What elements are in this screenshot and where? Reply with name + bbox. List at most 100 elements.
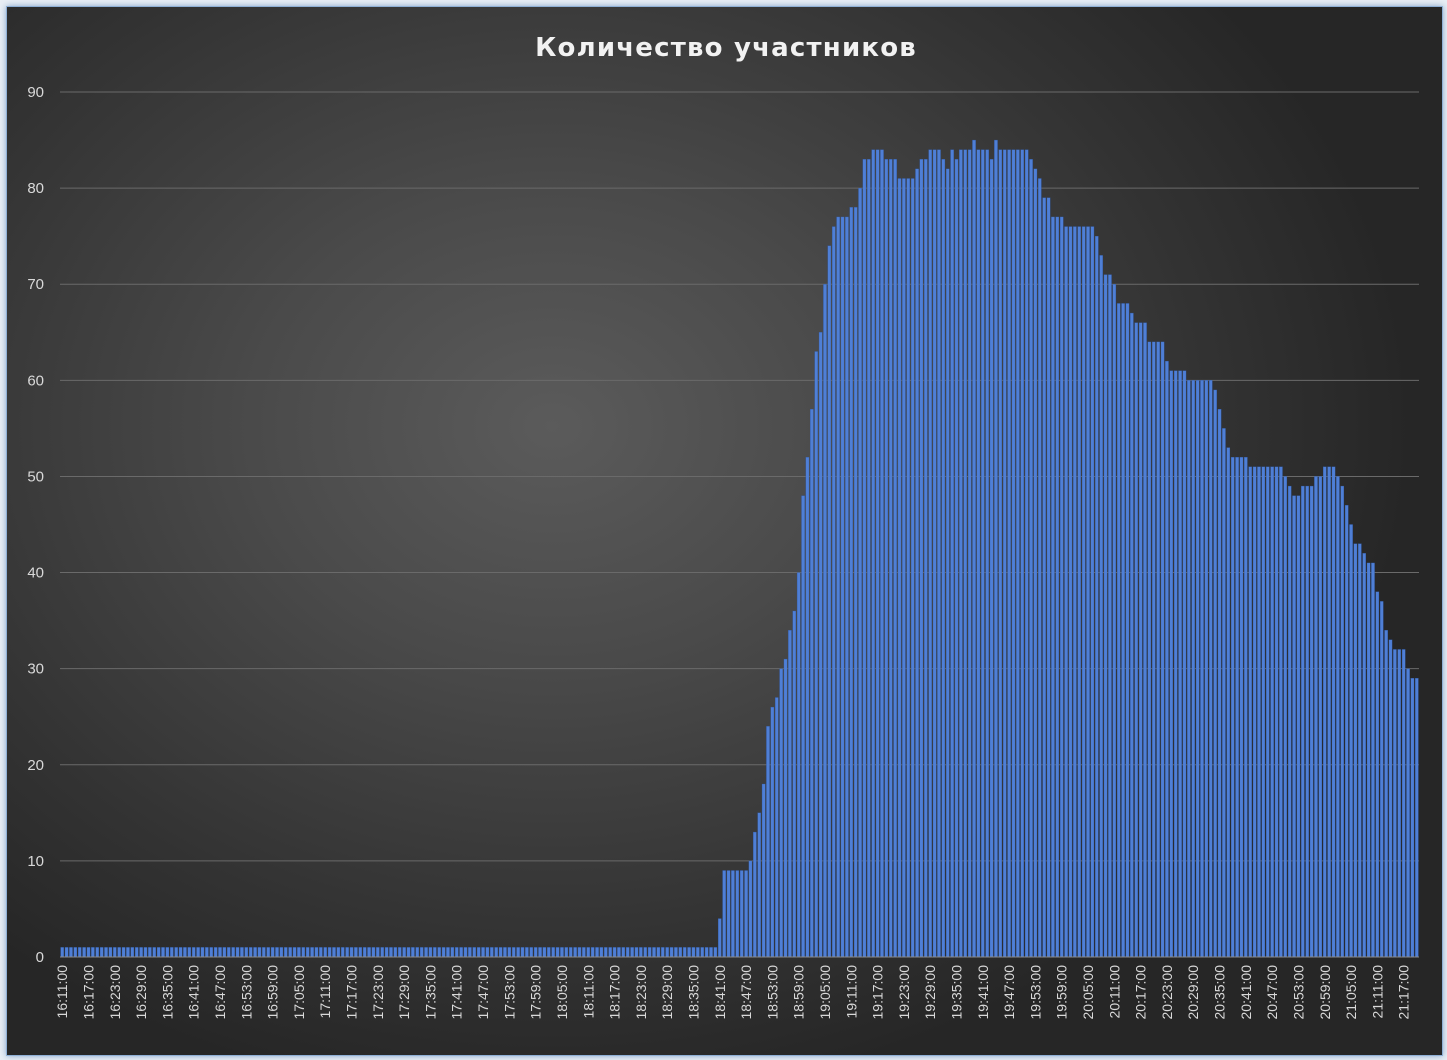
- bar: [485, 947, 490, 958]
- x-tick-label: 17:47:00: [475, 965, 491, 1020]
- bar: [1415, 678, 1419, 958]
- bar: [766, 726, 770, 958]
- bar: [367, 947, 371, 958]
- bar: [476, 947, 481, 958]
- bar: [121, 947, 126, 958]
- bar: [1358, 543, 1362, 958]
- bar: [853, 207, 858, 958]
- bar: [244, 947, 249, 958]
- bar: [1038, 178, 1042, 958]
- bar: [459, 947, 463, 958]
- bar: [669, 947, 674, 958]
- bar: [310, 947, 314, 958]
- bar: [349, 947, 354, 958]
- x-tick-label: 17:29:00: [396, 965, 412, 1020]
- bar: [599, 947, 604, 958]
- bar: [1406, 668, 1410, 958]
- bar: [652, 947, 656, 958]
- bar: [1112, 284, 1117, 958]
- bar: [564, 947, 569, 958]
- bar: [1366, 562, 1371, 958]
- x-tick-label: 20:47:00: [1264, 965, 1280, 1020]
- bar: [1187, 380, 1191, 958]
- bar: [998, 149, 1003, 958]
- x-tick-label: 19:35:00: [949, 965, 965, 1020]
- bar: [1353, 543, 1358, 958]
- bar: [511, 947, 516, 958]
- bar: [744, 870, 748, 958]
- bar: [1160, 341, 1165, 958]
- bar: [915, 168, 919, 958]
- x-tick-label: 20:17:00: [1133, 965, 1149, 1020]
- y-tick-label: 50: [27, 468, 44, 485]
- x-tick-label: 21:11:00: [1369, 965, 1385, 1019]
- bar: [1121, 303, 1125, 958]
- x-tick-label: 17:23:00: [370, 965, 386, 1020]
- bar: [924, 159, 928, 958]
- bar: [560, 947, 564, 958]
- x-tick-label: 19:41:00: [975, 965, 991, 1020]
- bar: [384, 947, 389, 958]
- bar: [341, 947, 345, 958]
- bar: [893, 159, 897, 958]
- bar: [69, 947, 73, 958]
- bar: [1016, 149, 1020, 958]
- bar: [814, 351, 818, 958]
- x-tick-label: 18:59:00: [791, 965, 807, 1020]
- bar: [661, 947, 665, 958]
- bar: [538, 947, 542, 958]
- bar: [691, 947, 696, 958]
- bar: [503, 947, 507, 958]
- bar: [1195, 380, 1200, 958]
- bar: [191, 947, 196, 958]
- bar: [1410, 678, 1415, 958]
- bar: [862, 159, 867, 958]
- x-tick-label: 19:59:00: [1054, 965, 1070, 1020]
- bar: [235, 947, 240, 958]
- bar: [266, 947, 270, 958]
- bar: [1200, 380, 1204, 958]
- x-tick-label: 18:47:00: [738, 965, 754, 1020]
- bar: [196, 947, 200, 958]
- bar: [424, 947, 428, 958]
- bar: [1217, 409, 1222, 958]
- bar: [1375, 591, 1380, 958]
- bar: [1086, 226, 1090, 958]
- bar: [376, 947, 380, 958]
- bar: [770, 706, 775, 958]
- bar: [1143, 322, 1147, 958]
- x-tick-label: 16:41:00: [186, 965, 202, 1020]
- x-tick-label: 19:47:00: [1001, 965, 1017, 1020]
- bar: [1007, 149, 1011, 958]
- bar: [301, 947, 306, 958]
- x-axis-ticks: 16:11:00 16:17:00 16:23:00 16:29:00 16:35:00…: [54, 965, 1411, 1020]
- x-tick-label: 17:11:00: [317, 965, 333, 1019]
- bar: [1331, 466, 1336, 958]
- bar: [906, 178, 911, 958]
- bar: [1099, 255, 1103, 958]
- bar: [608, 947, 612, 958]
- bar: [362, 947, 367, 958]
- x-tick-label: 18:29:00: [659, 965, 675, 1020]
- bar: [178, 947, 183, 958]
- x-tick-label: 17:17:00: [344, 965, 360, 1020]
- bar: [1266, 466, 1270, 958]
- bar: [139, 947, 143, 958]
- bar: [529, 947, 534, 958]
- bar: [490, 947, 494, 958]
- bar: [463, 947, 468, 958]
- bar: [963, 149, 968, 958]
- x-tick-label: 16:23:00: [107, 965, 123, 1020]
- bar: [818, 332, 823, 958]
- bar: [757, 812, 761, 958]
- x-tick-label: 18:11:00: [580, 965, 596, 1019]
- bar: [731, 870, 735, 958]
- bar: [104, 947, 108, 958]
- bar: [113, 947, 117, 958]
- bar: [1134, 322, 1138, 958]
- bar: [832, 226, 836, 958]
- bar: [327, 947, 332, 958]
- bar: [950, 149, 954, 958]
- x-tick-label: 19:29:00: [922, 965, 938, 1020]
- bar: [314, 947, 319, 958]
